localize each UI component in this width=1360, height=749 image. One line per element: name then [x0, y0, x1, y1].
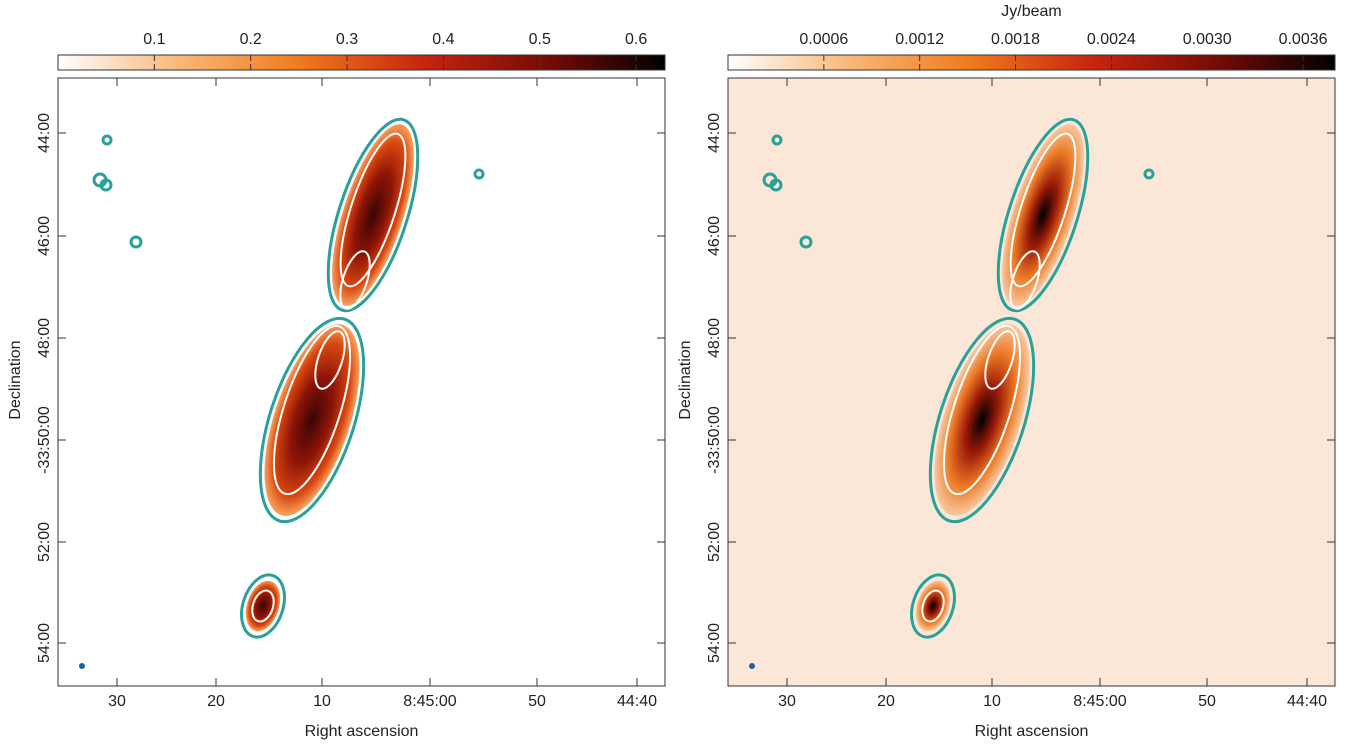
y-tick-label: 52:00: [706, 522, 723, 562]
contour: [1143, 168, 1155, 180]
y-tick-label: 48:00: [36, 318, 53, 358]
contour: [99, 178, 113, 192]
contour: [326, 117, 420, 313]
x-tick-label: 10: [313, 693, 331, 710]
contour: [258, 316, 366, 524]
contour: [910, 573, 956, 639]
x-tick-label: 30: [778, 693, 796, 710]
colorbar-tick-label: 0.0018: [991, 31, 1040, 48]
x-tick-label: 50: [1198, 693, 1216, 710]
contour: [769, 178, 783, 192]
colorbar-tick-label: 0.0030: [1183, 31, 1232, 48]
x-axis-label: Right ascension: [975, 723, 1089, 740]
beam: [749, 663, 755, 669]
contour: [339, 250, 371, 310]
axes-frame: [727, 77, 1336, 687]
y-tick-label: -33:50:00: [36, 406, 53, 474]
contour: [771, 134, 783, 146]
y-tick-label: 52:00: [36, 522, 53, 562]
beam: [79, 663, 85, 669]
x-axis-label: Right ascension: [305, 723, 419, 740]
contour: [101, 134, 113, 146]
y-tick-label: 44:00: [36, 113, 53, 153]
y-axis-label: Declination: [7, 340, 24, 419]
contour: [240, 573, 286, 639]
x-tick-label: 44:40: [1287, 693, 1327, 710]
north-lobe: [1002, 124, 1084, 306]
x-tick-label: 20: [207, 693, 225, 710]
contour: [984, 330, 1016, 390]
north-lobe: [332, 124, 414, 306]
colorbar-tick-label: 0.3: [336, 31, 358, 48]
contour: [1009, 250, 1041, 310]
colorbar-tick-label: 0.6: [625, 31, 647, 48]
contour: [339, 132, 407, 288]
contour: [272, 324, 352, 496]
axes-frame: [57, 77, 666, 687]
x-tick-label: 10: [983, 693, 1001, 710]
colorbar-tick-label: 0.1: [143, 31, 165, 48]
y-tick-label: 46:00: [706, 216, 723, 256]
y-tick-label: 46:00: [36, 216, 53, 256]
contour: [799, 235, 813, 249]
x-tick-label: 8:45:00: [403, 693, 456, 710]
colorbar-tick-label: 0.5: [529, 31, 551, 48]
contour: [928, 316, 1036, 524]
y-tick-label: -33:50:00: [706, 406, 723, 474]
contour: [996, 117, 1090, 313]
colorbar: [57, 54, 666, 71]
south-lobe: [934, 324, 1030, 516]
colorbar-tick-label: 0.2: [240, 31, 262, 48]
colorbar-tick-label: 0.0024: [1087, 31, 1136, 48]
colorbar-label: Jy/beam: [1001, 3, 1061, 20]
contour: [473, 168, 485, 180]
y-tick-label: 48:00: [706, 318, 723, 358]
south-lobe: [264, 324, 360, 516]
y-axis-label: Declination: [677, 340, 694, 419]
colorbar: [727, 54, 1336, 71]
contour: [921, 589, 945, 623]
contour: [129, 235, 143, 249]
x-tick-label: 50: [528, 693, 546, 710]
colorbar-tick-label: 0.0006: [799, 31, 848, 48]
contour: [314, 330, 346, 390]
source-image: [762, 117, 1155, 639]
x-tick-label: 44:40: [617, 693, 657, 710]
colorbar-tick-label: 0.0036: [1279, 31, 1328, 48]
x-tick-label: 20: [877, 693, 895, 710]
y-tick-label: 54:00: [36, 623, 53, 663]
contour: [1009, 132, 1077, 288]
source-image: [92, 117, 485, 639]
colorbar-tick-label: 0.4: [432, 31, 454, 48]
contour: [251, 589, 275, 623]
y-tick-label: 44:00: [706, 113, 723, 153]
colorbar-tick-label: 0.0012: [895, 31, 944, 48]
y-tick-label: 54:00: [706, 623, 723, 663]
x-tick-label: 30: [108, 693, 126, 710]
contour: [942, 324, 1022, 496]
x-tick-label: 8:45:00: [1073, 693, 1126, 710]
